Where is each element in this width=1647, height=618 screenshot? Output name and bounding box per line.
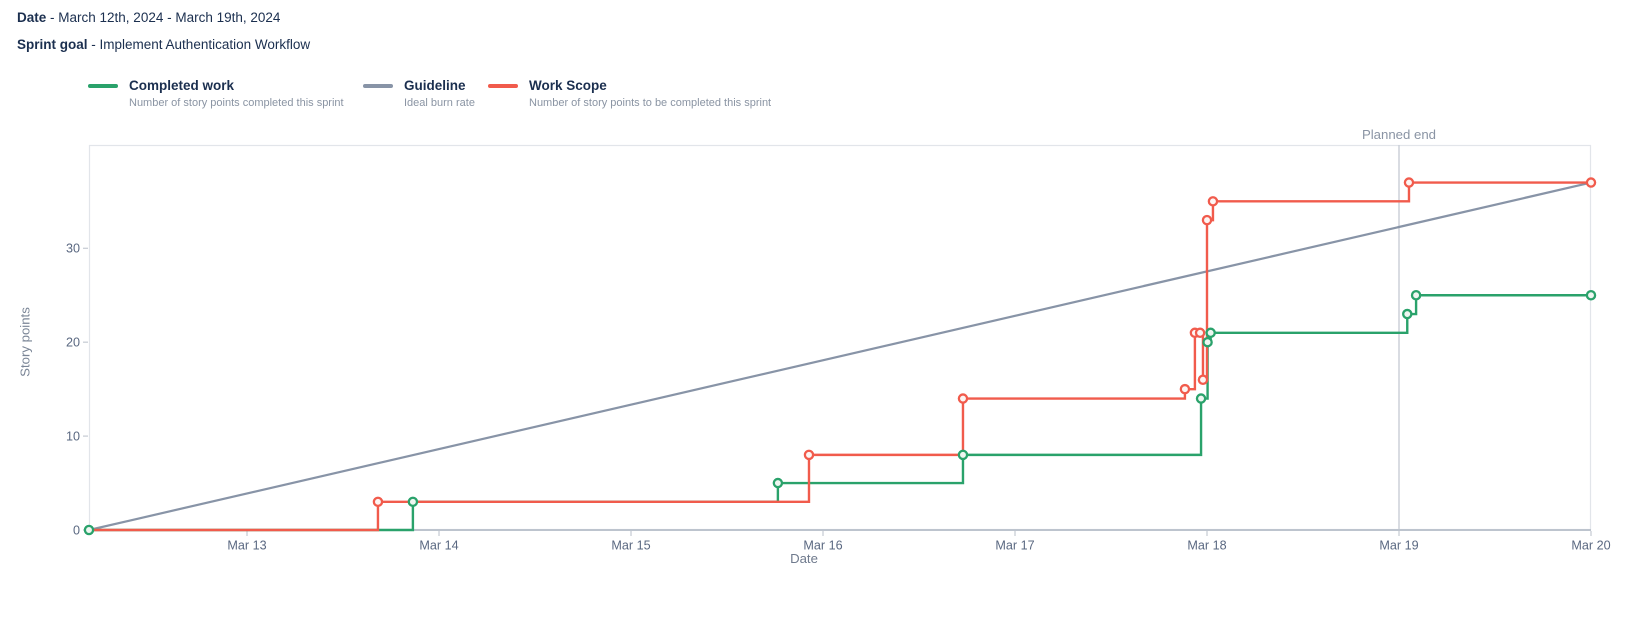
data-marker-completed-work[interactable] bbox=[1410, 289, 1422, 301]
legend-label-completed-work: Completed work bbox=[129, 78, 235, 93]
y-tick-label-0: 0 bbox=[73, 523, 80, 537]
data-marker-completed-work[interactable] bbox=[407, 496, 419, 508]
data-marker-work-scope[interactable] bbox=[1197, 374, 1209, 386]
legend-item-guideline: Guideline Ideal burn rate bbox=[363, 78, 475, 109]
y-tick-label-10: 10 bbox=[66, 429, 80, 443]
data-marker-work-scope[interactable] bbox=[1585, 177, 1597, 188]
sprint-goal: Sprint goal - Implement Authentication W… bbox=[17, 37, 310, 52]
completed-work-swatch bbox=[88, 84, 118, 88]
x-tick-label-mar-17: Mar 17 bbox=[995, 539, 1034, 553]
data-marker-work-scope[interactable] bbox=[1201, 214, 1213, 226]
data-marker-completed-work[interactable] bbox=[1205, 327, 1216, 339]
data-marker-work-scope[interactable] bbox=[1179, 383, 1191, 395]
legend-description-work-scope: Number of story points to be completed t… bbox=[529, 97, 772, 109]
data-marker-completed-work[interactable] bbox=[1195, 393, 1207, 404]
series-line-completed-work bbox=[89, 294, 1591, 532]
data-marker-work-scope[interactable] bbox=[1194, 327, 1206, 339]
x-axis-title: Date bbox=[790, 551, 818, 566]
guideline-swatch bbox=[363, 84, 393, 88]
x-tick-label-mar-19: Mar 19 bbox=[1379, 539, 1418, 553]
data-marker-work-scope[interactable] bbox=[1207, 196, 1219, 207]
series-line-guideline bbox=[88, 181, 1592, 532]
sprint-date-range: Date - March 12th, 2024 - March 19th, 20… bbox=[17, 10, 280, 25]
y-tick-label-20: 20 bbox=[66, 335, 80, 349]
legend-item-work-scope: Work Scope Number of story points to be … bbox=[488, 78, 771, 109]
legend-description-guideline: Ideal burn rate bbox=[404, 97, 475, 109]
x-tick-label-mar-20: Mar 20 bbox=[1571, 539, 1610, 553]
legend-description-completed-work: Number of story points completed this sp… bbox=[129, 97, 344, 109]
data-marker-completed-work[interactable] bbox=[1402, 308, 1413, 320]
planned-end-label: Planned end bbox=[1362, 127, 1436, 142]
data-marker-completed-work[interactable] bbox=[772, 477, 784, 489]
data-marker-work-scope[interactable] bbox=[372, 496, 384, 508]
x-tick-label-mar-14: Mar 14 bbox=[419, 539, 458, 553]
date-value: - March 12th, 2024 - March 19th, 2024 bbox=[50, 10, 281, 25]
data-marker-completed-work[interactable] bbox=[957, 449, 969, 461]
legend-label-work-scope: Work Scope bbox=[529, 78, 607, 93]
data-marker-work-scope[interactable] bbox=[957, 393, 969, 404]
data-marker-completed-work[interactable] bbox=[83, 524, 95, 536]
data-marker-work-scope[interactable] bbox=[803, 449, 815, 461]
sprint-goal-label: Sprint goal bbox=[17, 37, 88, 52]
y-tick-label-30: 30 bbox=[66, 242, 80, 256]
x-tick-label-mar-16: Mar 16 bbox=[803, 539, 842, 553]
x-tick-label-mar-13: Mar 13 bbox=[227, 539, 266, 553]
sprint-goal-value: - Implement Authentication Workflow bbox=[91, 37, 311, 52]
x-tick-label-mar-15: Mar 15 bbox=[611, 539, 650, 553]
data-marker-completed-work[interactable] bbox=[1585, 289, 1597, 301]
data-marker-completed-work[interactable] bbox=[1202, 336, 1213, 348]
plot-border bbox=[88, 144, 1592, 531]
x-tick-label-mar-18: Mar 18 bbox=[1187, 539, 1226, 553]
data-marker-work-scope[interactable] bbox=[1403, 177, 1415, 188]
legend-item-completed-work: Completed work Number of story points co… bbox=[88, 78, 344, 109]
work-scope-swatch bbox=[488, 84, 518, 88]
date-label: Date bbox=[17, 10, 47, 25]
legend-label-guideline: Guideline bbox=[404, 78, 466, 93]
